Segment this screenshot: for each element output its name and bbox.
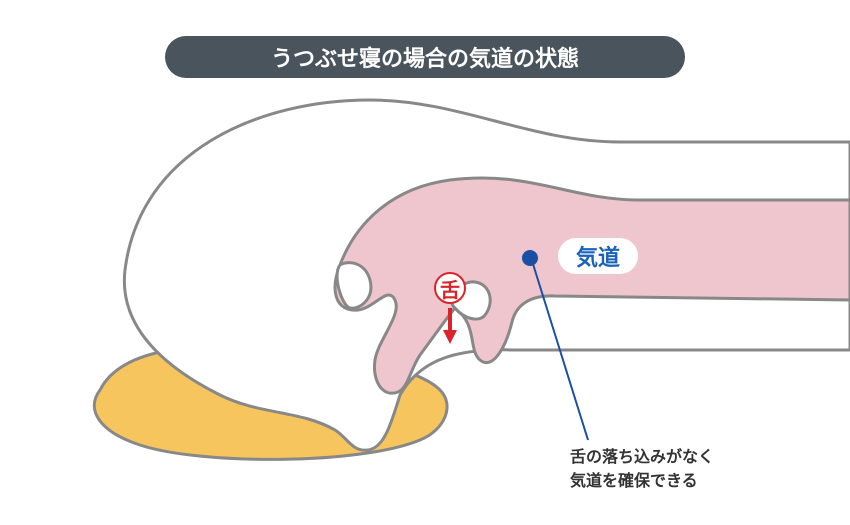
airway-caption: 舌の落ち込みがなく 気道を確保できる	[570, 446, 714, 494]
anatomy-diagram	[0, 0, 850, 525]
airway-dot	[522, 250, 538, 266]
tongue-tip	[337, 263, 371, 309]
title-bar: うつぶせ寝の場合の気道の状態	[165, 36, 685, 78]
inner-cavity	[335, 178, 850, 393]
tongue-label: 舌	[434, 272, 466, 304]
airway-label: 気道	[558, 238, 638, 274]
